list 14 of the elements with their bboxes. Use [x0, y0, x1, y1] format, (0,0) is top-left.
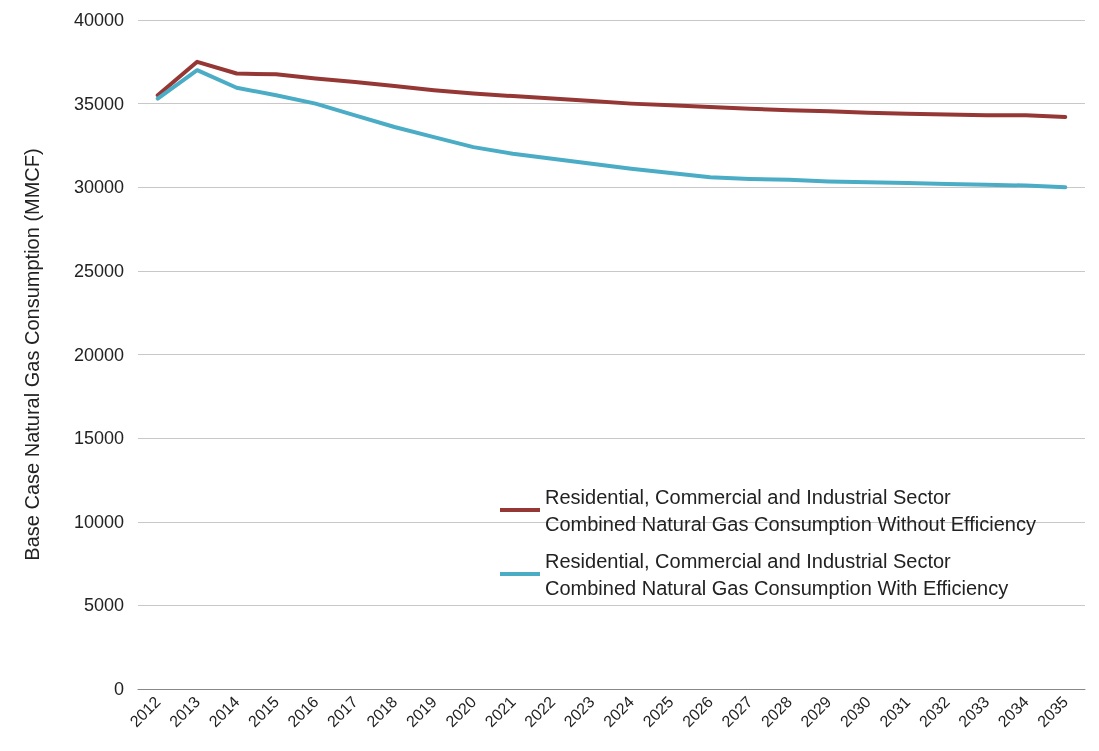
y-tick-label: 15000 [73, 428, 124, 449]
line-series [155, 59, 1068, 120]
y-tick-label: 10000 [73, 511, 124, 532]
legend-label: Residential, Commercial and Industrial Sector Combined Natural Gas Consumption With Efficiency [545, 549, 1009, 599]
y-tick-label: 40000 [73, 10, 124, 30]
y-tick-label: 30000 [73, 177, 124, 198]
y-tick-label: 35000 [73, 93, 124, 114]
y-tick-label: 25000 [73, 260, 124, 281]
line-series [155, 68, 1068, 190]
y-tick-label: 0 [113, 679, 124, 699]
y-tick-label: 5000 [83, 595, 124, 616]
y-axis-title: Base Case Natural Gas Consumption (MMCF) [21, 148, 43, 561]
legend-label: Residential, Commercial and Industrial Sector Combined Natural Gas Consumption Without Efficiency [545, 485, 1036, 535]
y-tick-label: 20000 [73, 344, 124, 365]
